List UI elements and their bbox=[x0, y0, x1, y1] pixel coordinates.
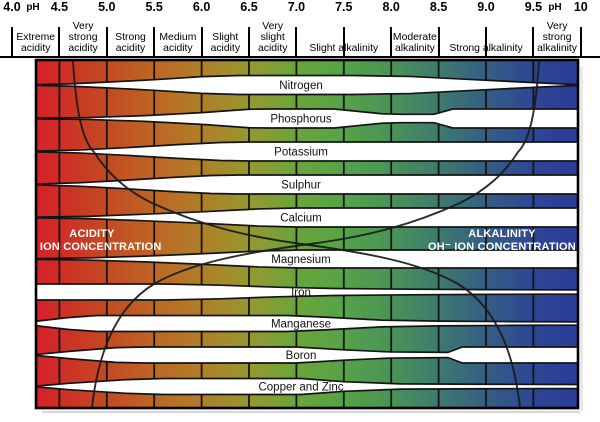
oh-ion-concentration-curve bbox=[91, 60, 540, 409]
bottom-shadow bbox=[42, 410, 580, 414]
ph-tick-mark bbox=[295, 27, 298, 57]
category-label-3: Medium acidity bbox=[159, 32, 197, 54]
ph-tick-mark bbox=[153, 27, 156, 57]
ph-tick-mark bbox=[579, 27, 582, 57]
ph-tick-mark bbox=[58, 27, 61, 57]
category-label-7: Moderate alkalinity bbox=[392, 32, 437, 54]
category-label-1: Very strong acidity bbox=[68, 21, 98, 54]
ph-tick-label: 9.0 bbox=[477, 0, 495, 14]
ph-tick-label: 6.0 bbox=[192, 0, 211, 14]
h-ion-label: H⁺ ION CONCENTRATION bbox=[22, 241, 161, 253]
ph-tick-label: 7.0 bbox=[287, 0, 306, 14]
nutrient-label: Phosphorus bbox=[270, 114, 332, 126]
ph-tick-label: 10 bbox=[573, 0, 588, 14]
ph-tick-label: 6.5 bbox=[240, 0, 258, 14]
ph-tick-label: 8.5 bbox=[429, 0, 448, 14]
ph-tick-mark bbox=[390, 27, 393, 57]
nutrient-label: Copper and Zinc bbox=[258, 382, 343, 394]
nutrient-label: Nitrogen bbox=[279, 80, 322, 92]
ph-tick-mark bbox=[532, 27, 535, 57]
ph-unit-label: pH bbox=[26, 2, 40, 13]
overlay-labels: ACIDITY H⁺ ION CONCENTRATION ALKALINITY … bbox=[22, 228, 576, 253]
ph-unit-label: pH bbox=[548, 2, 562, 13]
ph-scale-header: 4.0 4.5 5.0 5.5 6.0 6.5 7.0 7.5 8.0 8.5 9.0 9.5 10 pH… bbox=[0, 0, 600, 57]
nutrient-bands bbox=[35, 74, 579, 396]
nutrient-labels: Nitrogen Phosphorus Potassium Sulphur Calciu… bbox=[258, 80, 343, 394]
nutrient-label: Manganese bbox=[271, 319, 331, 331]
nutrient-label: Potassium bbox=[274, 147, 328, 159]
chart-border bbox=[34, 58, 580, 410]
category-label-0: Extreme acidity bbox=[16, 32, 56, 54]
category-label-8: Strong alkalinity bbox=[449, 43, 523, 54]
nutrient-label: Boron bbox=[286, 350, 317, 362]
category-label-9: Very strong alkalinity bbox=[537, 21, 578, 54]
alkalinity-label: ALKALINITY bbox=[468, 228, 536, 240]
right-shadow bbox=[580, 67, 583, 411]
ph-tick-label: 9.5 bbox=[524, 0, 543, 14]
ph-tick-mark bbox=[342, 27, 345, 57]
category-label-6: Slight alkalinity bbox=[309, 43, 379, 54]
nutrient-label: Sulphur bbox=[281, 180, 321, 192]
nutrient-label: Magnesium bbox=[271, 254, 330, 266]
header-axis-line bbox=[0, 56, 600, 59]
ion-curves bbox=[72, 60, 540, 409]
ph-tick-mark bbox=[105, 27, 108, 57]
ph-tick-label: 8.0 bbox=[382, 0, 400, 14]
ph-tick-label: 5.5 bbox=[145, 0, 163, 14]
category-label-4: Slight acidity bbox=[210, 32, 241, 54]
ph-tick-mark bbox=[11, 27, 13, 57]
ph-tick-label: 4.5 bbox=[50, 0, 69, 14]
nutrient-label: Calcium bbox=[280, 213, 322, 225]
category-label-5: Very slight acidity bbox=[257, 21, 288, 54]
ph-tick-mark bbox=[485, 27, 487, 57]
ph-tick-mark bbox=[437, 27, 440, 57]
h-ion-concentration-curve bbox=[72, 60, 521, 409]
nutrient-label: Iron bbox=[291, 287, 311, 299]
ph-tick-mark bbox=[200, 27, 203, 57]
ph-tick-label: 4.0 bbox=[3, 0, 21, 14]
acidity-label: ACIDITY bbox=[69, 228, 115, 240]
category-label-2: Strong acidity bbox=[115, 32, 146, 54]
ph-tick-label: 7.5 bbox=[335, 0, 353, 14]
oh-ion-label: OH⁻ ION CONCENTRATION bbox=[428, 241, 576, 253]
ph-tick-label: 5.0 bbox=[98, 0, 116, 14]
ph-tick-mark bbox=[248, 27, 250, 57]
